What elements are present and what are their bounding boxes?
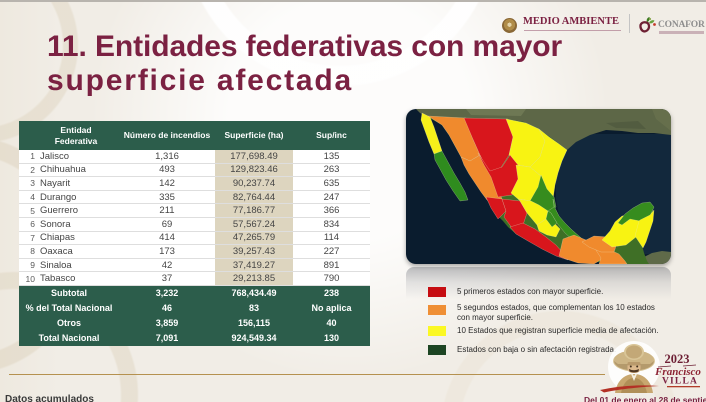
svg-text:VILLA: VILLA bbox=[662, 377, 698, 387]
svg-text:2023: 2023 bbox=[665, 352, 690, 366]
svg-text:Francisco: Francisco bbox=[654, 366, 701, 378]
